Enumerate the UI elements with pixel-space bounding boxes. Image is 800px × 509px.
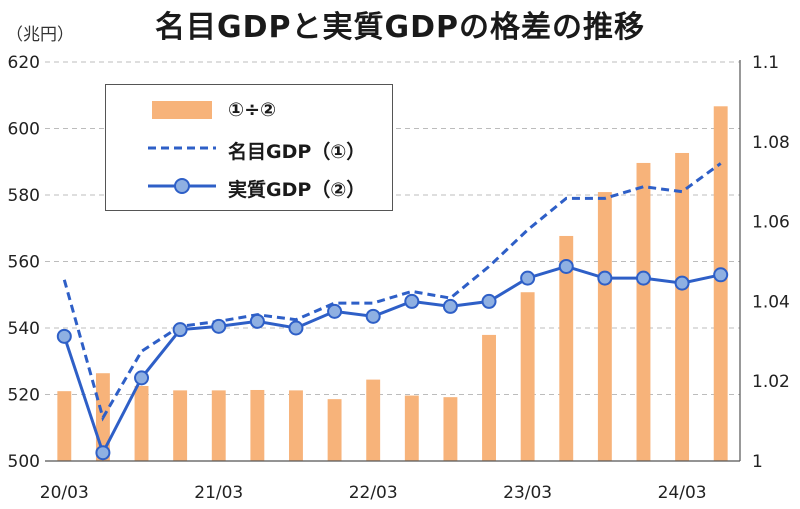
y-left-tick-label: 500 (8, 452, 40, 472)
y-left-tick-label: 560 (8, 253, 40, 273)
marker-real (56, 328, 72, 344)
marker-real (327, 303, 343, 319)
y-axis-unit-label: （兆円） (6, 25, 74, 45)
legend-dashed-line-swatch (148, 146, 216, 150)
chart-title: 名目GDPと実質GDPの格差の推移 (154, 10, 646, 45)
bar-ratio (675, 152, 690, 462)
series-line-real (62, 264, 722, 457)
legend-item-nominal: 名目GDP（①） (106, 133, 392, 163)
legend-marker-line-swatch (148, 178, 216, 194)
bar-ratio (597, 192, 612, 461)
bar-ratio (559, 235, 574, 461)
x-tick-label: 24/03 (658, 483, 707, 503)
y-right-tick-label: 1.08 (752, 133, 790, 153)
bar-ratio (250, 389, 265, 461)
y-left-tick-label: 520 (8, 386, 40, 406)
series-line-nominal (62, 162, 722, 422)
marker-real (365, 308, 381, 324)
legend: ①÷② 名目GDP（①） 実質GDP（②） (105, 84, 393, 211)
legend-bar-swatch (152, 101, 212, 119)
bar-ratio (404, 395, 419, 461)
y-right-tick-label: 1.02 (752, 372, 790, 392)
legend-label-ratio: ①÷② (228, 99, 277, 121)
marker-real (520, 270, 536, 286)
marker-real (635, 270, 651, 286)
y-right-tick-label: 1.1 (752, 53, 779, 73)
marker-real (481, 293, 497, 309)
legend-item-real: 実質GDP（②） (106, 171, 392, 201)
marker-real (211, 318, 227, 334)
marker-real (134, 370, 150, 386)
x-tick-label: 20/03 (40, 483, 89, 503)
bar-ratio (327, 399, 342, 461)
marker-real (713, 267, 729, 283)
marker-real (95, 445, 111, 461)
marker-real (288, 320, 304, 336)
legend-label-nominal: 名目GDP（①） (228, 141, 366, 163)
y-right-tick-label: 1.04 (752, 292, 790, 312)
bar-ratio (482, 334, 496, 461)
bar-ratio (713, 106, 728, 461)
y-left-tick-label: 580 (8, 186, 40, 206)
y-left-tick-label: 620 (8, 53, 40, 73)
bar-ratio (134, 385, 149, 461)
bar-ratio (636, 162, 651, 461)
marker-real (249, 313, 265, 329)
bar-ratio (289, 390, 303, 461)
marker-real (404, 293, 420, 309)
legend-item-ratio: ①÷② (106, 95, 392, 125)
bar-ratio (443, 397, 458, 461)
y-right-tick-label: 1.06 (752, 213, 790, 233)
bar-ratio (520, 292, 535, 461)
bar-ratio (211, 390, 226, 461)
marker-real (442, 298, 458, 314)
bar-ratio (173, 390, 188, 461)
marker-real (597, 270, 613, 286)
legend-label-real: 実質GDP（②） (228, 179, 366, 201)
bar-ratio (57, 391, 72, 461)
bar-ratio (366, 379, 381, 461)
y-left-tick-label: 600 (8, 120, 40, 140)
marker-real (558, 258, 574, 274)
x-tick-label: 23/03 (503, 483, 552, 503)
y-right-tick-label: 1 (752, 452, 763, 472)
marker-real (172, 322, 188, 338)
x-tick-label: 22/03 (349, 483, 398, 503)
x-tick-label: 21/03 (194, 483, 243, 503)
marker-real (674, 275, 690, 291)
y-left-tick-label: 540 (8, 319, 40, 339)
